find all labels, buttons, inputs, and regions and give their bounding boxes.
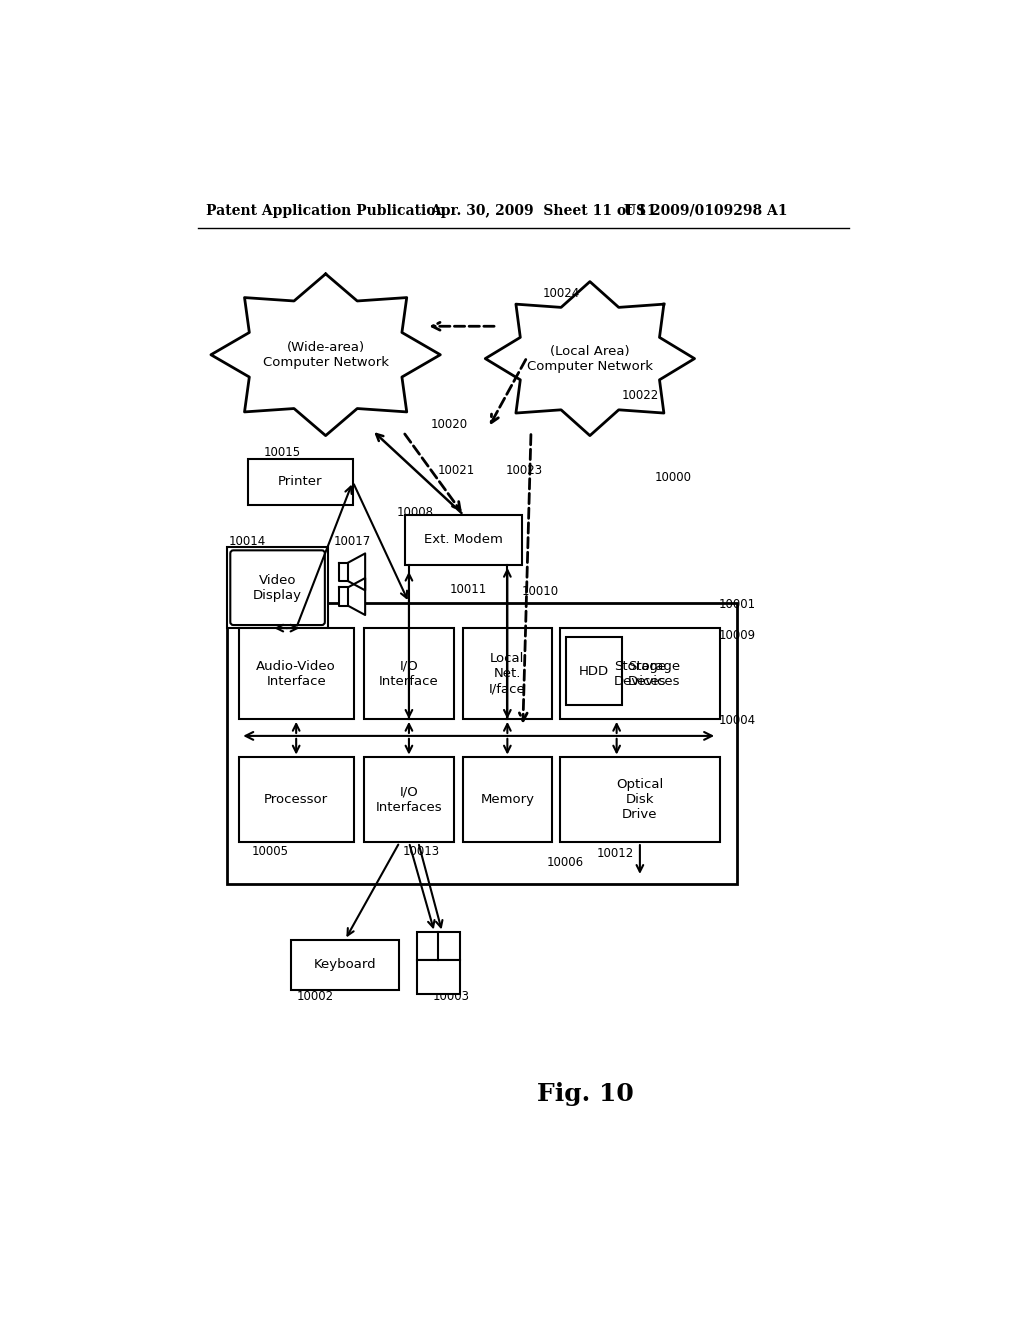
Text: I/O
Interface: I/O Interface	[379, 660, 439, 688]
Text: 10017: 10017	[334, 535, 371, 548]
Bar	[560, 758, 720, 842]
Text: 10009: 10009	[719, 630, 756, 643]
Text: 10010: 10010	[521, 585, 559, 598]
Polygon shape	[211, 275, 440, 436]
Text: US 2009/0109298 A1: US 2009/0109298 A1	[624, 203, 787, 218]
Text: 10006: 10006	[547, 857, 584, 870]
Text: 10022: 10022	[622, 389, 658, 403]
Polygon shape	[339, 587, 348, 606]
Bar	[239, 758, 353, 842]
Bar	[239, 628, 353, 719]
Bar	[566, 638, 622, 705]
Text: (Wide-area)
Computer Network: (Wide-area) Computer Network	[262, 341, 389, 368]
Text: 10014: 10014	[228, 535, 266, 548]
Text: Optical
Disk
Drive: Optical Disk Drive	[616, 779, 664, 821]
Text: 10013: 10013	[403, 845, 440, 858]
Bar	[463, 758, 552, 842]
Text: Apr. 30, 2009  Sheet 11 of 11: Apr. 30, 2009 Sheet 11 of 11	[430, 203, 656, 218]
Bar	[291, 940, 399, 990]
Text: Ext. Modem: Ext. Modem	[424, 533, 503, 546]
Text: 10012: 10012	[597, 847, 634, 861]
Text: 10015: 10015	[263, 446, 301, 459]
Text: I/O
Interfaces: I/O Interfaces	[376, 785, 442, 814]
Text: Local
Net.
I/face: Local Net. I/face	[489, 652, 525, 696]
Text: 10002: 10002	[297, 990, 334, 1003]
Bar	[248, 459, 352, 506]
Bar	[560, 628, 720, 719]
Text: Video
Display: Video Display	[253, 574, 302, 602]
Text: Storage
Devices: Storage Devices	[628, 660, 680, 688]
Polygon shape	[348, 578, 366, 615]
Text: 10004: 10004	[719, 714, 756, 727]
Bar	[417, 960, 460, 994]
Text: 10007: 10007	[248, 585, 286, 598]
Polygon shape	[339, 562, 348, 581]
Text: Patent Application Publication: Patent Application Publication	[206, 203, 445, 218]
Text: 10001: 10001	[719, 598, 756, 611]
Polygon shape	[485, 281, 694, 436]
Bar	[417, 932, 460, 960]
Bar	[227, 603, 737, 884]
Bar	[463, 628, 552, 719]
Text: Memory: Memory	[480, 793, 535, 807]
Text: Fig. 10: Fig. 10	[537, 1082, 634, 1106]
Text: 10021: 10021	[438, 463, 475, 477]
Text: (Local Area)
Computer Network: (Local Area) Computer Network	[527, 345, 653, 372]
Bar	[227, 548, 328, 628]
Text: 10008: 10008	[397, 506, 434, 519]
Text: 10005: 10005	[252, 845, 289, 858]
Text: Printer: Printer	[279, 475, 323, 488]
Text: Audio-Video
Interface: Audio-Video Interface	[256, 660, 336, 688]
Bar	[365, 758, 454, 842]
Bar	[365, 628, 454, 719]
Text: 10023: 10023	[506, 463, 543, 477]
Text: 10000: 10000	[655, 471, 692, 484]
Polygon shape	[348, 553, 366, 590]
Bar	[406, 515, 521, 565]
Text: 10011: 10011	[450, 583, 486, 597]
Text: Keyboard: Keyboard	[313, 958, 376, 972]
Text: 10024: 10024	[543, 286, 580, 300]
Text: HDD: HDD	[579, 665, 609, 677]
Text: 10003: 10003	[432, 990, 470, 1003]
Text: Processor: Processor	[264, 793, 329, 807]
Text: 10020: 10020	[430, 417, 467, 430]
Text: Storage
Devices: Storage Devices	[613, 660, 667, 688]
